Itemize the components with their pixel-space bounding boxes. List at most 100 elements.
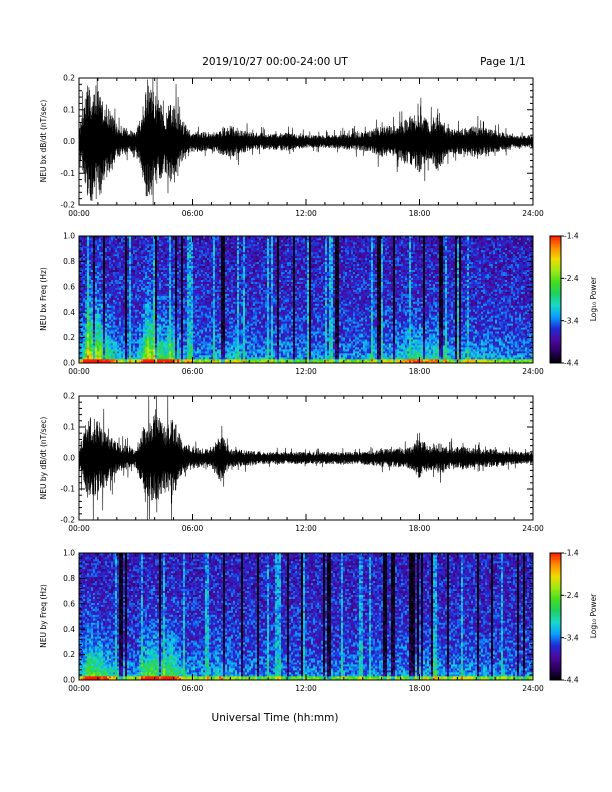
bx-spectrogram-cell bbox=[91, 282, 93, 284]
bx-spectrogram-cell bbox=[105, 294, 107, 296]
bx-spectrogram-cell bbox=[89, 343, 91, 345]
bx-spectrogram-cell bbox=[89, 317, 91, 319]
bx-spectrogram-cell bbox=[83, 296, 85, 298]
bx-spectrogram-cell bbox=[85, 284, 87, 286]
bx-spectrogram-cell bbox=[95, 353, 97, 355]
bx-spectrogram-cell bbox=[107, 327, 109, 329]
bx-spectrogram-cell bbox=[105, 357, 107, 359]
bx-spectrogram-cell bbox=[81, 300, 83, 302]
bx-spectrogram-cell bbox=[95, 246, 97, 248]
bx-spectrogram-cell bbox=[95, 248, 97, 250]
bx-spectrogram-cell bbox=[113, 246, 115, 248]
bx-spectrogram-cell bbox=[89, 290, 91, 292]
bx-spectrogram-cell bbox=[89, 321, 91, 323]
bx-spectrogram-cell bbox=[113, 321, 115, 323]
bx-spectrogram-cell bbox=[105, 246, 107, 248]
bx-spectrogram-cell bbox=[101, 278, 103, 280]
bx-spectrogram-cell bbox=[87, 250, 89, 252]
bx-spectrogram-cell bbox=[81, 319, 83, 321]
bx-spectrogram-cell bbox=[83, 353, 85, 355]
bx-spectrogram-cell bbox=[113, 349, 115, 351]
bx-spectrogram-cell bbox=[103, 270, 105, 272]
bx-spectrogram-cell bbox=[109, 244, 111, 246]
bx-spectrogram-cell bbox=[109, 252, 111, 254]
bx-spectrogram-cell bbox=[87, 327, 89, 329]
bx-spectrogram-cell bbox=[93, 292, 95, 294]
bx-spectrogram-cell bbox=[101, 248, 103, 250]
bx-spectrogram-cell bbox=[87, 262, 89, 264]
bx-spectrogram-cell bbox=[99, 319, 101, 321]
bx-spectrogram-cell bbox=[105, 349, 107, 351]
bx-spectrogram-cell bbox=[91, 248, 93, 250]
bx-spectrogram-cell bbox=[99, 288, 101, 290]
bx-spectrogram-cell bbox=[97, 333, 99, 335]
bx-spectrogram-cell bbox=[109, 311, 111, 313]
bx-spectrogram-cell bbox=[113, 284, 115, 286]
bx-spectrogram-cell bbox=[85, 300, 87, 302]
bx-spectrogram-cell bbox=[103, 300, 105, 302]
bx-spectrogram-cell bbox=[93, 309, 95, 311]
bx-spectrogram-cell bbox=[99, 309, 101, 311]
bx-spectrogram-cell bbox=[99, 252, 101, 254]
bx-spectrogram-cell bbox=[81, 323, 83, 325]
bx-spectrogram-cell bbox=[99, 315, 101, 317]
bx-spectrogram-cell bbox=[83, 256, 85, 258]
bx-spectrogram-cell bbox=[99, 351, 101, 353]
bx-spectrogram-cell bbox=[89, 305, 91, 307]
bx-spectrogram-cell bbox=[83, 272, 85, 274]
bx-spectrogram-cell bbox=[85, 335, 87, 337]
bx-spectrogram-cell bbox=[103, 292, 105, 294]
bx-spectrogram-cell bbox=[111, 296, 113, 298]
bx-spectrogram-cell bbox=[111, 254, 113, 256]
bx-spectrogram-cell bbox=[109, 256, 111, 258]
bx-spectrogram-cell bbox=[105, 359, 107, 361]
bx-spectrogram-cell bbox=[103, 262, 105, 264]
bx-spectrogram-cell bbox=[87, 355, 89, 357]
bx-spectrogram-cell bbox=[85, 311, 87, 313]
bx-spectrogram-cell bbox=[99, 242, 101, 244]
bx-spectrogram-cell bbox=[105, 351, 107, 353]
bx-spectrogram-cell bbox=[89, 248, 91, 250]
bx-spectrogram-cell bbox=[95, 264, 97, 266]
bx-spectrogram-cell bbox=[113, 266, 115, 268]
bx-spectrogram-cell bbox=[89, 307, 91, 309]
bx-spectrogram-cell bbox=[99, 268, 101, 270]
bx-spectrogram-cell bbox=[107, 286, 109, 288]
bx-spectrogram-cell bbox=[107, 238, 109, 240]
bx-spectrogram-cell bbox=[107, 284, 109, 286]
bx-spectrogram-cell bbox=[95, 242, 97, 244]
bx-spectrogram-cell bbox=[107, 262, 109, 264]
bx-spectrogram-cell bbox=[85, 339, 87, 341]
bx-spectrogram-cell bbox=[107, 353, 109, 355]
bx-spectrogram-cell bbox=[93, 286, 95, 288]
bx-waveform-y-tick-label: 0.0 bbox=[63, 137, 75, 146]
bx-spectrogram-cell bbox=[87, 272, 89, 274]
bx-spectrogram-cell bbox=[107, 240, 109, 242]
bx-spectrogram-cell bbox=[101, 307, 103, 309]
bx-spectrogram-cell bbox=[97, 307, 99, 309]
bx-spectrogram-cell bbox=[89, 311, 91, 313]
bx-spectrogram-cell bbox=[113, 325, 115, 327]
bx-spectrogram-cell bbox=[99, 357, 101, 359]
bx-spectrogram-cell bbox=[95, 345, 97, 347]
bx-spectrogram-cell bbox=[109, 262, 111, 264]
bx-spectrogram-cell bbox=[99, 240, 101, 242]
bx-spectrogram-cell bbox=[85, 248, 87, 250]
bx-spectrogram-cell bbox=[113, 254, 115, 256]
bx-spectrogram-cell bbox=[87, 244, 89, 246]
bx-spectrogram-cell bbox=[99, 270, 101, 272]
bx-spectrogram-cell bbox=[99, 325, 101, 327]
bx-spectrogram-cell bbox=[109, 353, 111, 355]
bx-spectrogram-cell bbox=[105, 284, 107, 286]
bx-spectrogram-cell bbox=[97, 266, 99, 268]
bx-spectrogram-cell bbox=[103, 313, 105, 315]
bx-spectrogram-cell bbox=[95, 337, 97, 339]
bx-spectrogram-cell bbox=[89, 298, 91, 300]
bx-spectrogram-cell bbox=[99, 280, 101, 282]
bx-spectrogram-cell bbox=[97, 288, 99, 290]
bx-spectrogram-cell bbox=[83, 331, 85, 333]
bx-spectrogram-cell bbox=[85, 246, 87, 248]
bx-spectrogram-cell bbox=[111, 317, 113, 319]
bx-spectrogram-cell bbox=[111, 319, 113, 321]
bx-spectrogram-cell bbox=[83, 349, 85, 351]
